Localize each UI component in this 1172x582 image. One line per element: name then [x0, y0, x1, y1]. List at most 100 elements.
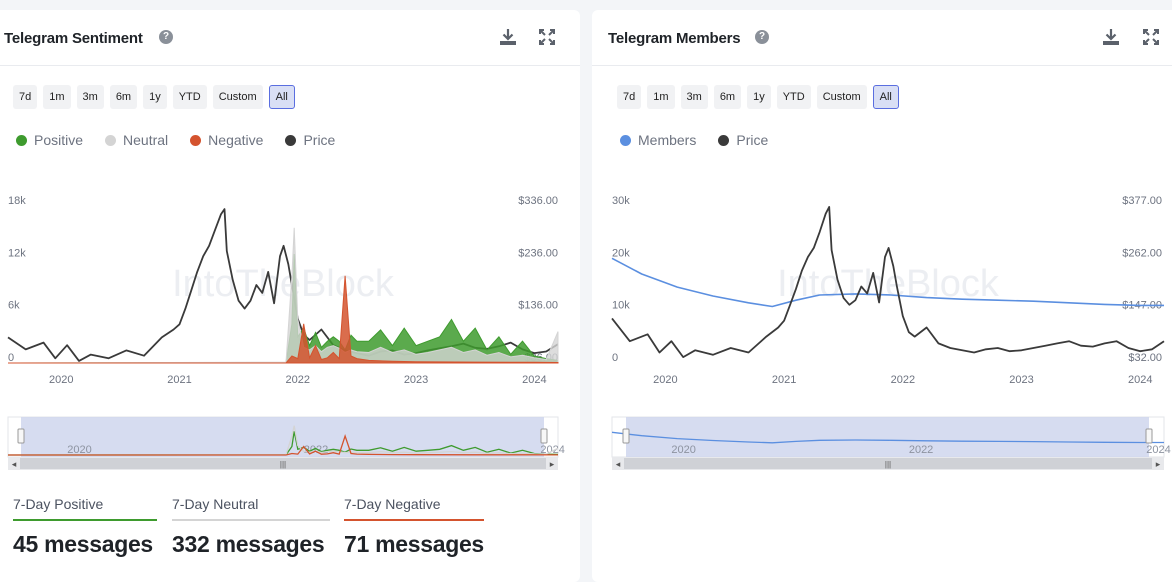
range-1m[interactable]: 1m [43, 85, 71, 109]
x-tick-label: 2023 [404, 374, 428, 386]
members-range-selector: 7d 1m 3m 6m 1y YTD Custom All [617, 85, 899, 109]
sentiment-title: Telegram Sentiment [4, 30, 143, 47]
download-icon[interactable] [1100, 26, 1122, 48]
legend-label: Negative [208, 132, 264, 148]
fullscreen-icon[interactable] [536, 26, 558, 48]
range-1y[interactable]: 1y [143, 85, 167, 109]
legend-dot [190, 134, 202, 146]
y-right-tick-label: $136.00 [518, 300, 558, 312]
range-1y[interactable]: 1y [747, 85, 771, 109]
range-ytd[interactable]: YTD [172, 85, 207, 109]
series-members-line [611, 257, 1164, 308]
range-all[interactable]: All [872, 85, 899, 109]
navigator-handle-left[interactable] [622, 428, 630, 444]
legend-price[interactable]: Price [718, 132, 768, 148]
legend-dot [105, 134, 117, 146]
x-tick-label: 2023 [1009, 374, 1033, 386]
navigator-selection [21, 417, 544, 457]
navigator-tick-label: 2020 [671, 444, 695, 456]
stat-negative-label: 7-Day Negative [344, 496, 484, 521]
navigator-selection [626, 417, 1149, 457]
sentiment-card-header: Telegram Sentiment ? [0, 10, 580, 66]
y-left-tick-label: 0 [8, 352, 14, 364]
help-icon[interactable]: ? [755, 30, 769, 44]
x-tick-label: 2024 [522, 374, 546, 386]
range-6m[interactable]: 6m [109, 85, 138, 109]
range-all[interactable]: All [268, 85, 295, 109]
range-7d[interactable]: 7d [617, 85, 642, 109]
legend-label: Price [736, 132, 769, 148]
legend-members[interactable]: Members [620, 132, 696, 148]
scroll-left-arrow[interactable]: ◂ [12, 459, 17, 469]
range-custom[interactable]: Custom [816, 85, 867, 109]
navigator-handle-right[interactable] [540, 428, 548, 444]
range-3m[interactable]: 3m [680, 85, 708, 109]
members-chart[interactable]: IntoTheBlock010k20k30k$32.00$147.00$262.… [592, 185, 1172, 480]
stat-neutral-label: 7-Day Neutral [172, 496, 330, 521]
stat-positive: 7-Day Positive 45 messages [13, 496, 157, 558]
range-3m[interactable]: 3m [76, 85, 104, 109]
legend-price[interactable]: Price [285, 132, 335, 148]
sentiment-card: Telegram Sentiment ? 7d 1m 3m 6m 1y YTD … [0, 10, 580, 582]
navigator-tick-label: 2022 [909, 444, 933, 456]
navigator-series-neutral [7, 425, 559, 456]
y-right-tick-label: $377.00 [1122, 195, 1162, 207]
range-1m[interactable]: 1m [647, 85, 675, 109]
y-left-tick-label: 30k [612, 195, 630, 207]
y-left-tick-label: 12k [8, 247, 26, 259]
navigator-series-members [611, 431, 1164, 444]
y-left-tick-label: 6k [8, 300, 20, 312]
help-icon[interactable]: ? [159, 30, 173, 44]
x-tick-label: 2022 [286, 374, 310, 386]
legend-dot [16, 134, 27, 146]
y-left-tick-label: 20k [612, 247, 630, 259]
stat-positive-label: 7-Day Positive [13, 496, 157, 521]
y-right-tick-label: $32.00 [1128, 352, 1162, 364]
members-card: Telegram Members ? 7d 1m 3m 6m 1y YTD Cu… [592, 10, 1172, 582]
legend-neutral[interactable]: Neutral [105, 132, 168, 148]
x-tick-label: 2021 [772, 374, 796, 386]
series-negative-area [8, 275, 559, 364]
scroll-right-arrow[interactable]: ▸ [1156, 459, 1161, 469]
x-tick-label: 2020 [49, 374, 73, 386]
x-tick-label: 2020 [653, 374, 677, 386]
x-tick-label: 2021 [167, 374, 191, 386]
legend-dot [620, 134, 631, 146]
members-legend: Members Price [620, 132, 768, 148]
scrollbar-grip: ||| [280, 460, 286, 469]
scroll-left-arrow[interactable]: ◂ [616, 459, 621, 469]
legend-negative[interactable]: Negative [190, 132, 263, 148]
range-custom[interactable]: Custom [212, 85, 263, 109]
legend-positive[interactable]: Positive [16, 132, 83, 148]
range-6m[interactable]: 6m [713, 85, 742, 109]
legend-dot [285, 134, 297, 146]
navigator-handle-right[interactable] [1145, 428, 1153, 444]
navigator-tick-label: 2020 [67, 444, 91, 456]
y-right-tick-label: $336.00 [518, 195, 558, 207]
watermark: IntoTheBlock [777, 263, 1000, 305]
y-right-tick-label: $262.00 [1122, 247, 1162, 259]
fullscreen-icon[interactable] [1140, 26, 1162, 48]
legend-label: Neutral [123, 132, 169, 148]
navigator-tick-label: 2024 [1146, 444, 1170, 456]
series-price-line [611, 206, 1165, 358]
members-title: Telegram Members [608, 30, 741, 47]
y-left-tick-label: 18k [8, 195, 26, 207]
sentiment-chart[interactable]: IntoTheBlock06k12k18k$36.00$136.00$236.0… [0, 185, 580, 480]
scroll-right-arrow[interactable]: ▸ [550, 459, 555, 469]
range-ytd[interactable]: YTD [776, 85, 811, 109]
y-left-tick-label: 0 [612, 352, 618, 364]
legend-dot [718, 134, 730, 146]
scrollbar-grip: ||| [885, 460, 891, 469]
download-icon[interactable] [497, 26, 519, 48]
scrollbar-thumb[interactable] [20, 458, 546, 469]
navigator-handle-left[interactable] [17, 428, 25, 444]
legend-label: Positive [34, 132, 84, 148]
scrollbar-thumb[interactable] [624, 458, 1152, 469]
legend-label: Price [303, 132, 336, 148]
range-7d[interactable]: 7d [13, 85, 38, 109]
y-right-tick-label: $236.00 [518, 247, 558, 259]
sentiment-legend: Positive Neutral Negative Price [16, 132, 335, 148]
stat-negative: 7-Day Negative 71 messages [344, 496, 484, 558]
navigator-tick-label: 2024 [540, 444, 564, 456]
